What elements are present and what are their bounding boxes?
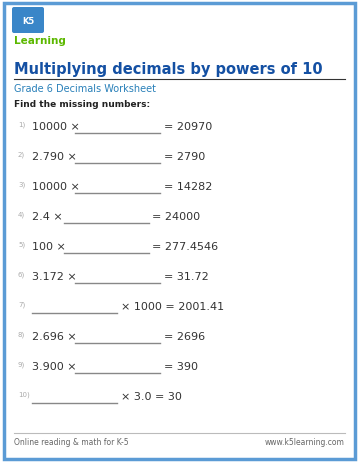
Text: 7): 7) <box>18 301 25 308</box>
Text: 100 ×: 100 × <box>32 242 66 251</box>
Text: K5: K5 <box>22 17 34 25</box>
Text: 10): 10) <box>18 391 30 398</box>
Text: 4): 4) <box>18 212 25 218</box>
Text: = 31.72: = 31.72 <box>163 271 208 282</box>
Text: Learning: Learning <box>14 36 66 46</box>
Text: 6): 6) <box>18 271 25 278</box>
Text: 10000 ×: 10000 × <box>32 122 80 131</box>
Text: = 2790: = 2790 <box>163 152 205 162</box>
Text: 3.172 ×: 3.172 × <box>32 271 77 282</box>
Text: 5): 5) <box>18 242 25 248</box>
Text: = 390: = 390 <box>163 361 197 371</box>
Text: × 1000 = 2001.41: × 1000 = 2001.41 <box>121 301 224 311</box>
Text: = 277.4546: = 277.4546 <box>153 242 219 251</box>
Text: = 14282: = 14282 <box>163 181 212 192</box>
Text: 8): 8) <box>18 332 25 338</box>
Text: × 3.0 = 30: × 3.0 = 30 <box>121 391 182 401</box>
Text: 3): 3) <box>18 181 25 188</box>
FancyBboxPatch shape <box>4 4 355 459</box>
Text: 9): 9) <box>18 361 25 368</box>
Text: = 2696: = 2696 <box>163 332 205 341</box>
Text: 2.790 ×: 2.790 × <box>32 152 77 162</box>
Text: 1): 1) <box>18 122 25 128</box>
Text: Grade 6 Decimals Worksheet: Grade 6 Decimals Worksheet <box>14 84 156 94</box>
Text: 2.4 ×: 2.4 × <box>32 212 63 221</box>
Text: = 20970: = 20970 <box>163 122 212 131</box>
Text: Online reading & math for K-5: Online reading & math for K-5 <box>14 437 129 446</box>
Text: 2): 2) <box>18 152 25 158</box>
FancyBboxPatch shape <box>12 8 44 34</box>
Text: www.k5learning.com: www.k5learning.com <box>265 437 345 446</box>
Text: 10000 ×: 10000 × <box>32 181 80 192</box>
Text: Multiplying decimals by powers of 10: Multiplying decimals by powers of 10 <box>14 62 323 77</box>
Text: = 24000: = 24000 <box>153 212 201 221</box>
Text: 3.900 ×: 3.900 × <box>32 361 76 371</box>
Text: 2.696 ×: 2.696 × <box>32 332 77 341</box>
Text: Find the missing numbers:: Find the missing numbers: <box>14 100 150 109</box>
